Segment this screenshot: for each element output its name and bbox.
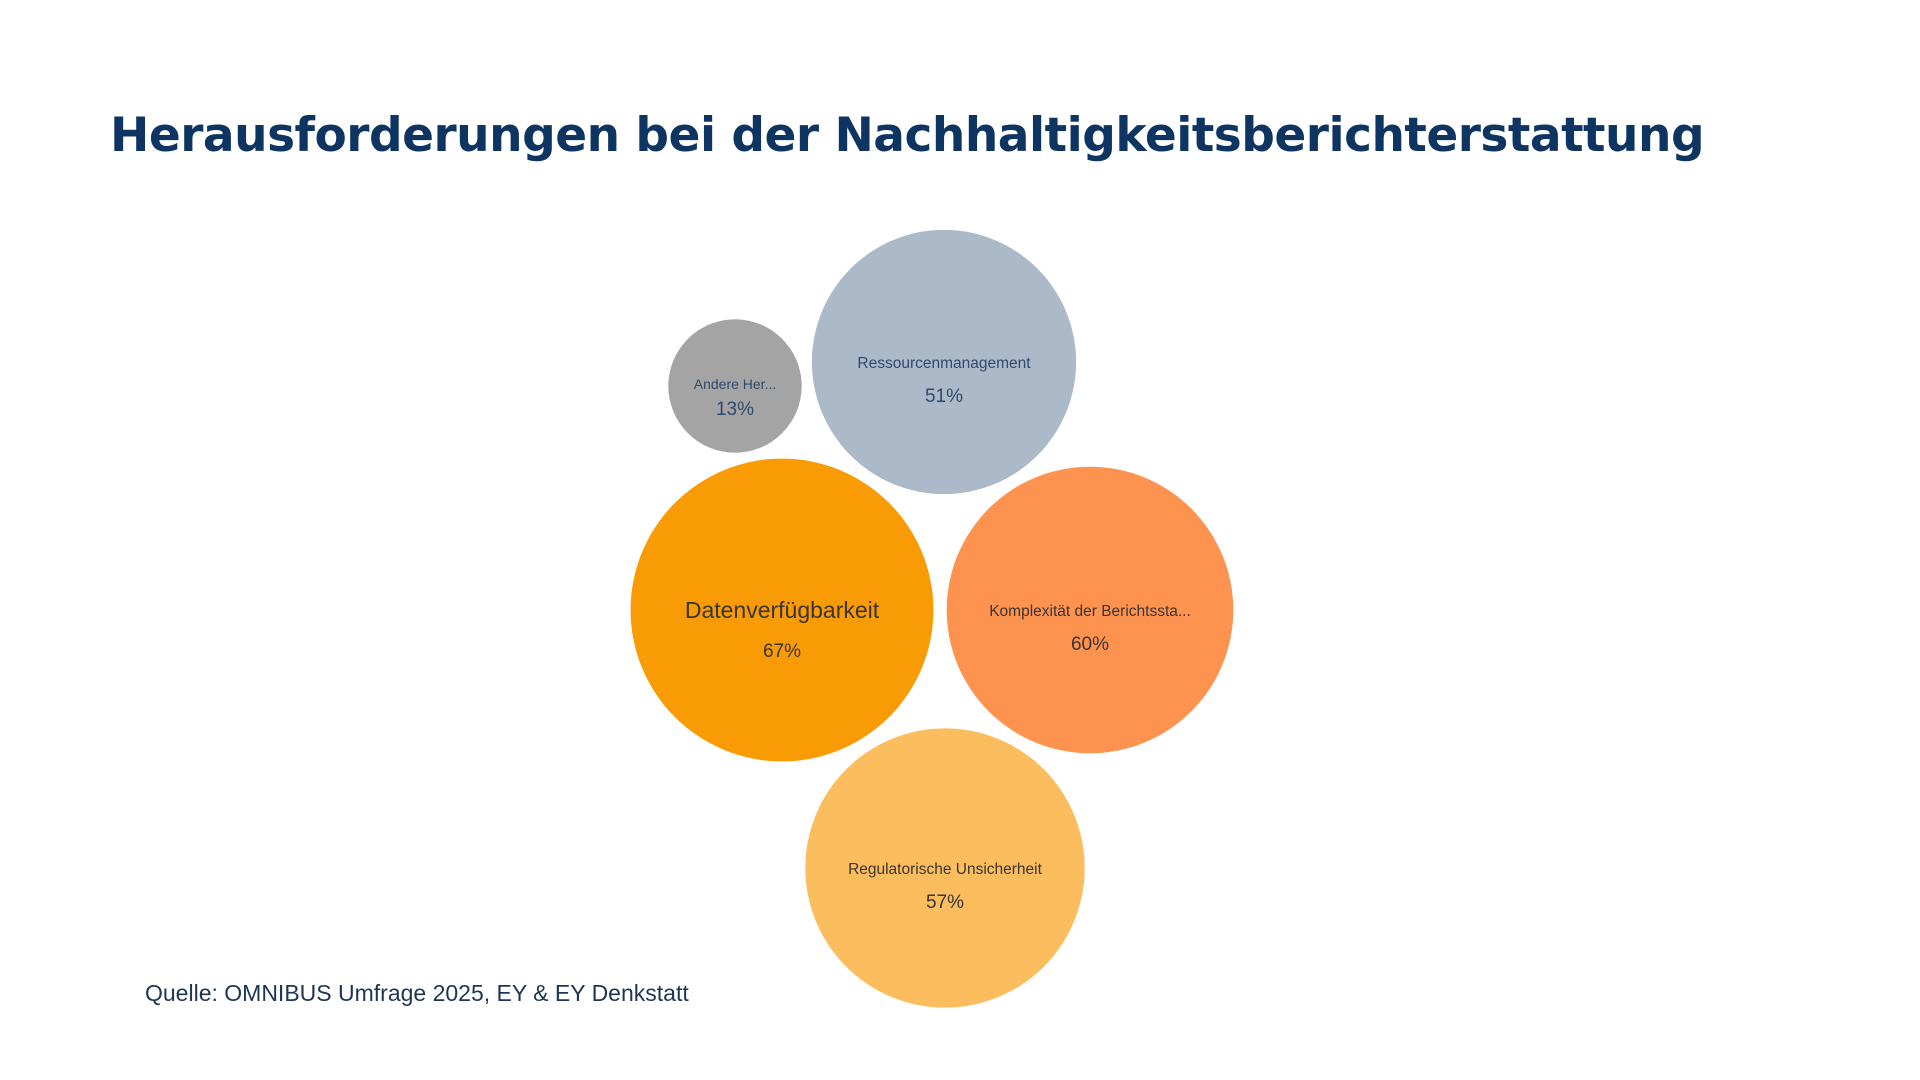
bubble-circle	[811, 229, 1077, 495]
bubble-label: Datenverfügbarkeit	[685, 597, 880, 623]
bubble-label: Komplexität der Berichtssta...	[989, 603, 1191, 620]
bubble-ressourcenmanagement: Ressourcenmanagement 51%	[811, 229, 1077, 495]
slide-title: Herausforderungen bei der Nachhaltigkeit…	[110, 108, 1705, 163]
bubble-value: 57%	[926, 892, 964, 913]
bubble-circle	[946, 466, 1234, 754]
bubble-circle	[630, 458, 934, 762]
bubble-value: 51%	[925, 386, 963, 407]
bubble-value: 13%	[716, 399, 754, 420]
bubble-label: Regulatorische Unsicherheit	[848, 861, 1043, 878]
bubble-circle	[668, 319, 802, 453]
bubble-andere: Andere Her... 13%	[668, 319, 802, 453]
source-note: Quelle: OMNIBUS Umfrage 2025, EY & EY De…	[145, 980, 689, 1006]
bubble-label: Ressourcenmanagement	[857, 355, 1031, 372]
bubble-circle	[805, 728, 1085, 1008]
bubble-value: 67%	[763, 641, 801, 662]
bubble-regulatorische-unsicherheit: Regulatorische Unsicherheit 57%	[805, 728, 1085, 1008]
bubble-label: Andere Her...	[694, 376, 777, 392]
bubble-value: 60%	[1071, 634, 1109, 655]
bubble-komplexitaet: Komplexität der Berichtssta... 60%	[946, 466, 1234, 754]
bubble-datenverfuegbarkeit: Datenverfügbarkeit 67%	[630, 458, 934, 762]
